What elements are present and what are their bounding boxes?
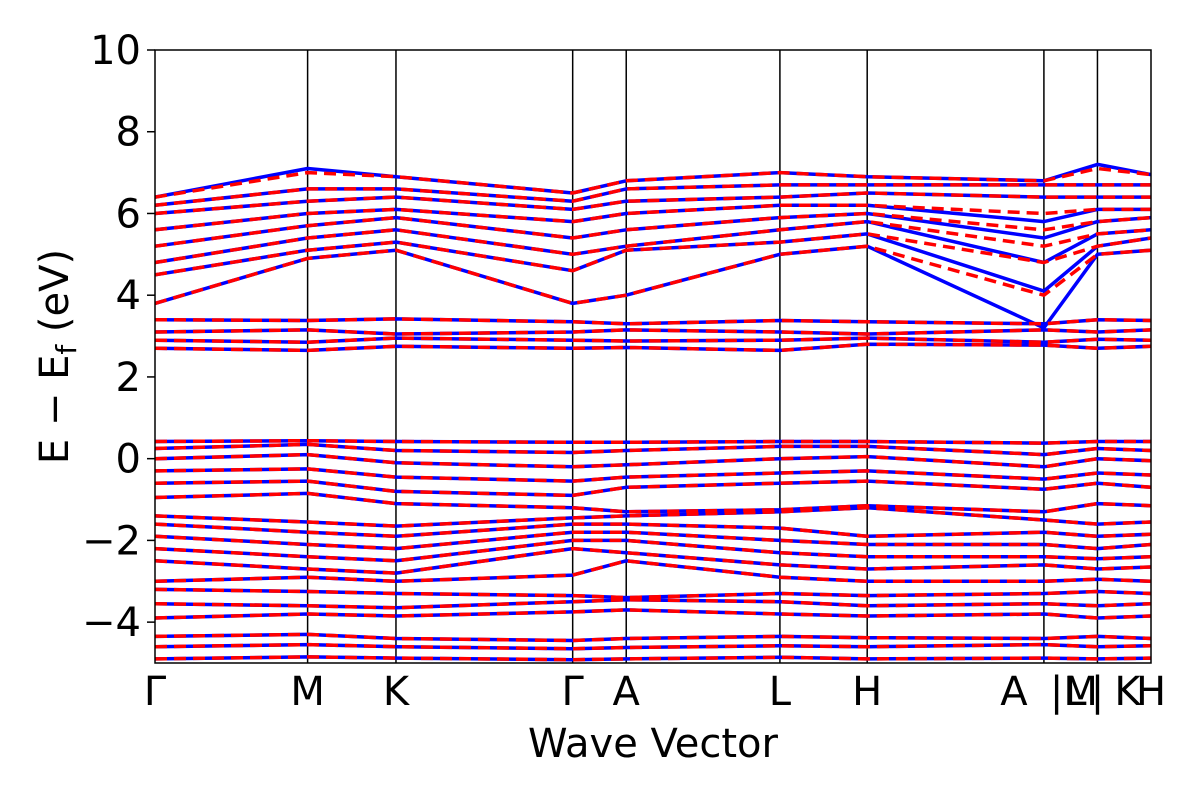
band-dashed-3 bbox=[154, 608, 1152, 620]
band-dashed-25 bbox=[154, 211, 1152, 248]
band-dashed-4 bbox=[154, 597, 1152, 610]
y-axis-label-sub: f bbox=[50, 344, 83, 355]
band-dashed-29 bbox=[154, 166, 1152, 199]
band-dashed-19 bbox=[154, 336, 1152, 344]
band-dashed-17 bbox=[154, 438, 1151, 445]
band-dashed-11 bbox=[154, 505, 1152, 528]
y-axis-label: E − Ef (eV) bbox=[32, 249, 83, 464]
kpoint-label-7: A bbox=[1000, 669, 1028, 715]
band-dashed-22 bbox=[154, 244, 1152, 306]
y-tick-label-2: 0 bbox=[116, 437, 141, 483]
band-dashed-20 bbox=[154, 328, 1152, 336]
kpoint-label-9: L bbox=[1064, 669, 1087, 715]
band-dashed-2 bbox=[154, 632, 1152, 643]
y-tick-label-0: −4 bbox=[82, 600, 141, 646]
kpoint-label-2: K bbox=[383, 669, 411, 715]
y-tick-label-6: 8 bbox=[116, 110, 141, 156]
band-dashed-16 bbox=[154, 442, 1152, 457]
band-dashed-1 bbox=[154, 642, 1152, 651]
band-dashed-7 bbox=[154, 546, 1152, 575]
kpoint-label-11: K bbox=[1114, 669, 1142, 715]
plot-frame bbox=[154, 49, 1152, 664]
band-dashed-8 bbox=[154, 538, 1152, 563]
band-dashed-23 bbox=[154, 232, 1152, 277]
band-solid-22 bbox=[154, 244, 1152, 330]
band-dashed-24 bbox=[154, 219, 1152, 265]
band-dashed-15 bbox=[154, 452, 1152, 469]
band-dashed-13 bbox=[154, 479, 1152, 498]
kpoint-label-3: Γ bbox=[562, 669, 585, 715]
band-dashed-10 bbox=[154, 522, 1152, 539]
band-dashed-0 bbox=[154, 655, 1152, 662]
y-tick-label-1: −2 bbox=[82, 518, 141, 564]
band-dashed-14 bbox=[154, 467, 1152, 483]
y-tick-label-5: 6 bbox=[116, 191, 141, 237]
band-dashed-21 bbox=[154, 317, 1152, 326]
y-tick-label-3: 2 bbox=[116, 355, 141, 401]
band-dashed-9 bbox=[154, 530, 1152, 551]
band-dashed-18 bbox=[154, 342, 1152, 353]
kpoint-labels: Γ M K Γ A L H A |ML | KH bbox=[144, 669, 1166, 715]
y-tick-label-7: 10 bbox=[90, 28, 141, 74]
x-axis-label: Wave Vector bbox=[528, 721, 779, 767]
band-dashed-12 bbox=[154, 491, 1152, 514]
kpoint-label-12: H bbox=[1136, 669, 1166, 715]
bands-group bbox=[154, 162, 1152, 662]
y-tick-label-4: 4 bbox=[116, 273, 141, 319]
kpoint-label-10: | bbox=[1091, 669, 1104, 715]
kpoint-label-5: L bbox=[769, 669, 792, 715]
y-axis-label-unit: (eV) bbox=[32, 249, 78, 345]
kpoint-label-1: M bbox=[290, 669, 325, 715]
kpoint-label-4: A bbox=[613, 669, 641, 715]
band-dashed-28 bbox=[154, 183, 1151, 208]
y-ticks: −4 −2 0 2 4 6 8 10 bbox=[82, 28, 155, 646]
kpoint-label-0: Γ bbox=[144, 669, 167, 715]
kpoint-label-8: |M bbox=[1050, 669, 1098, 715]
band-dashed-26 bbox=[154, 203, 1151, 232]
kpath-vertical-lines bbox=[306, 50, 1099, 663]
y-axis-label-main: E − E bbox=[32, 355, 78, 465]
band-dashed-27 bbox=[154, 191, 1151, 216]
kpoint-label-6: H bbox=[852, 669, 882, 715]
band-dashed-5 bbox=[154, 587, 1152, 600]
band-dashed-6 bbox=[154, 559, 1152, 584]
